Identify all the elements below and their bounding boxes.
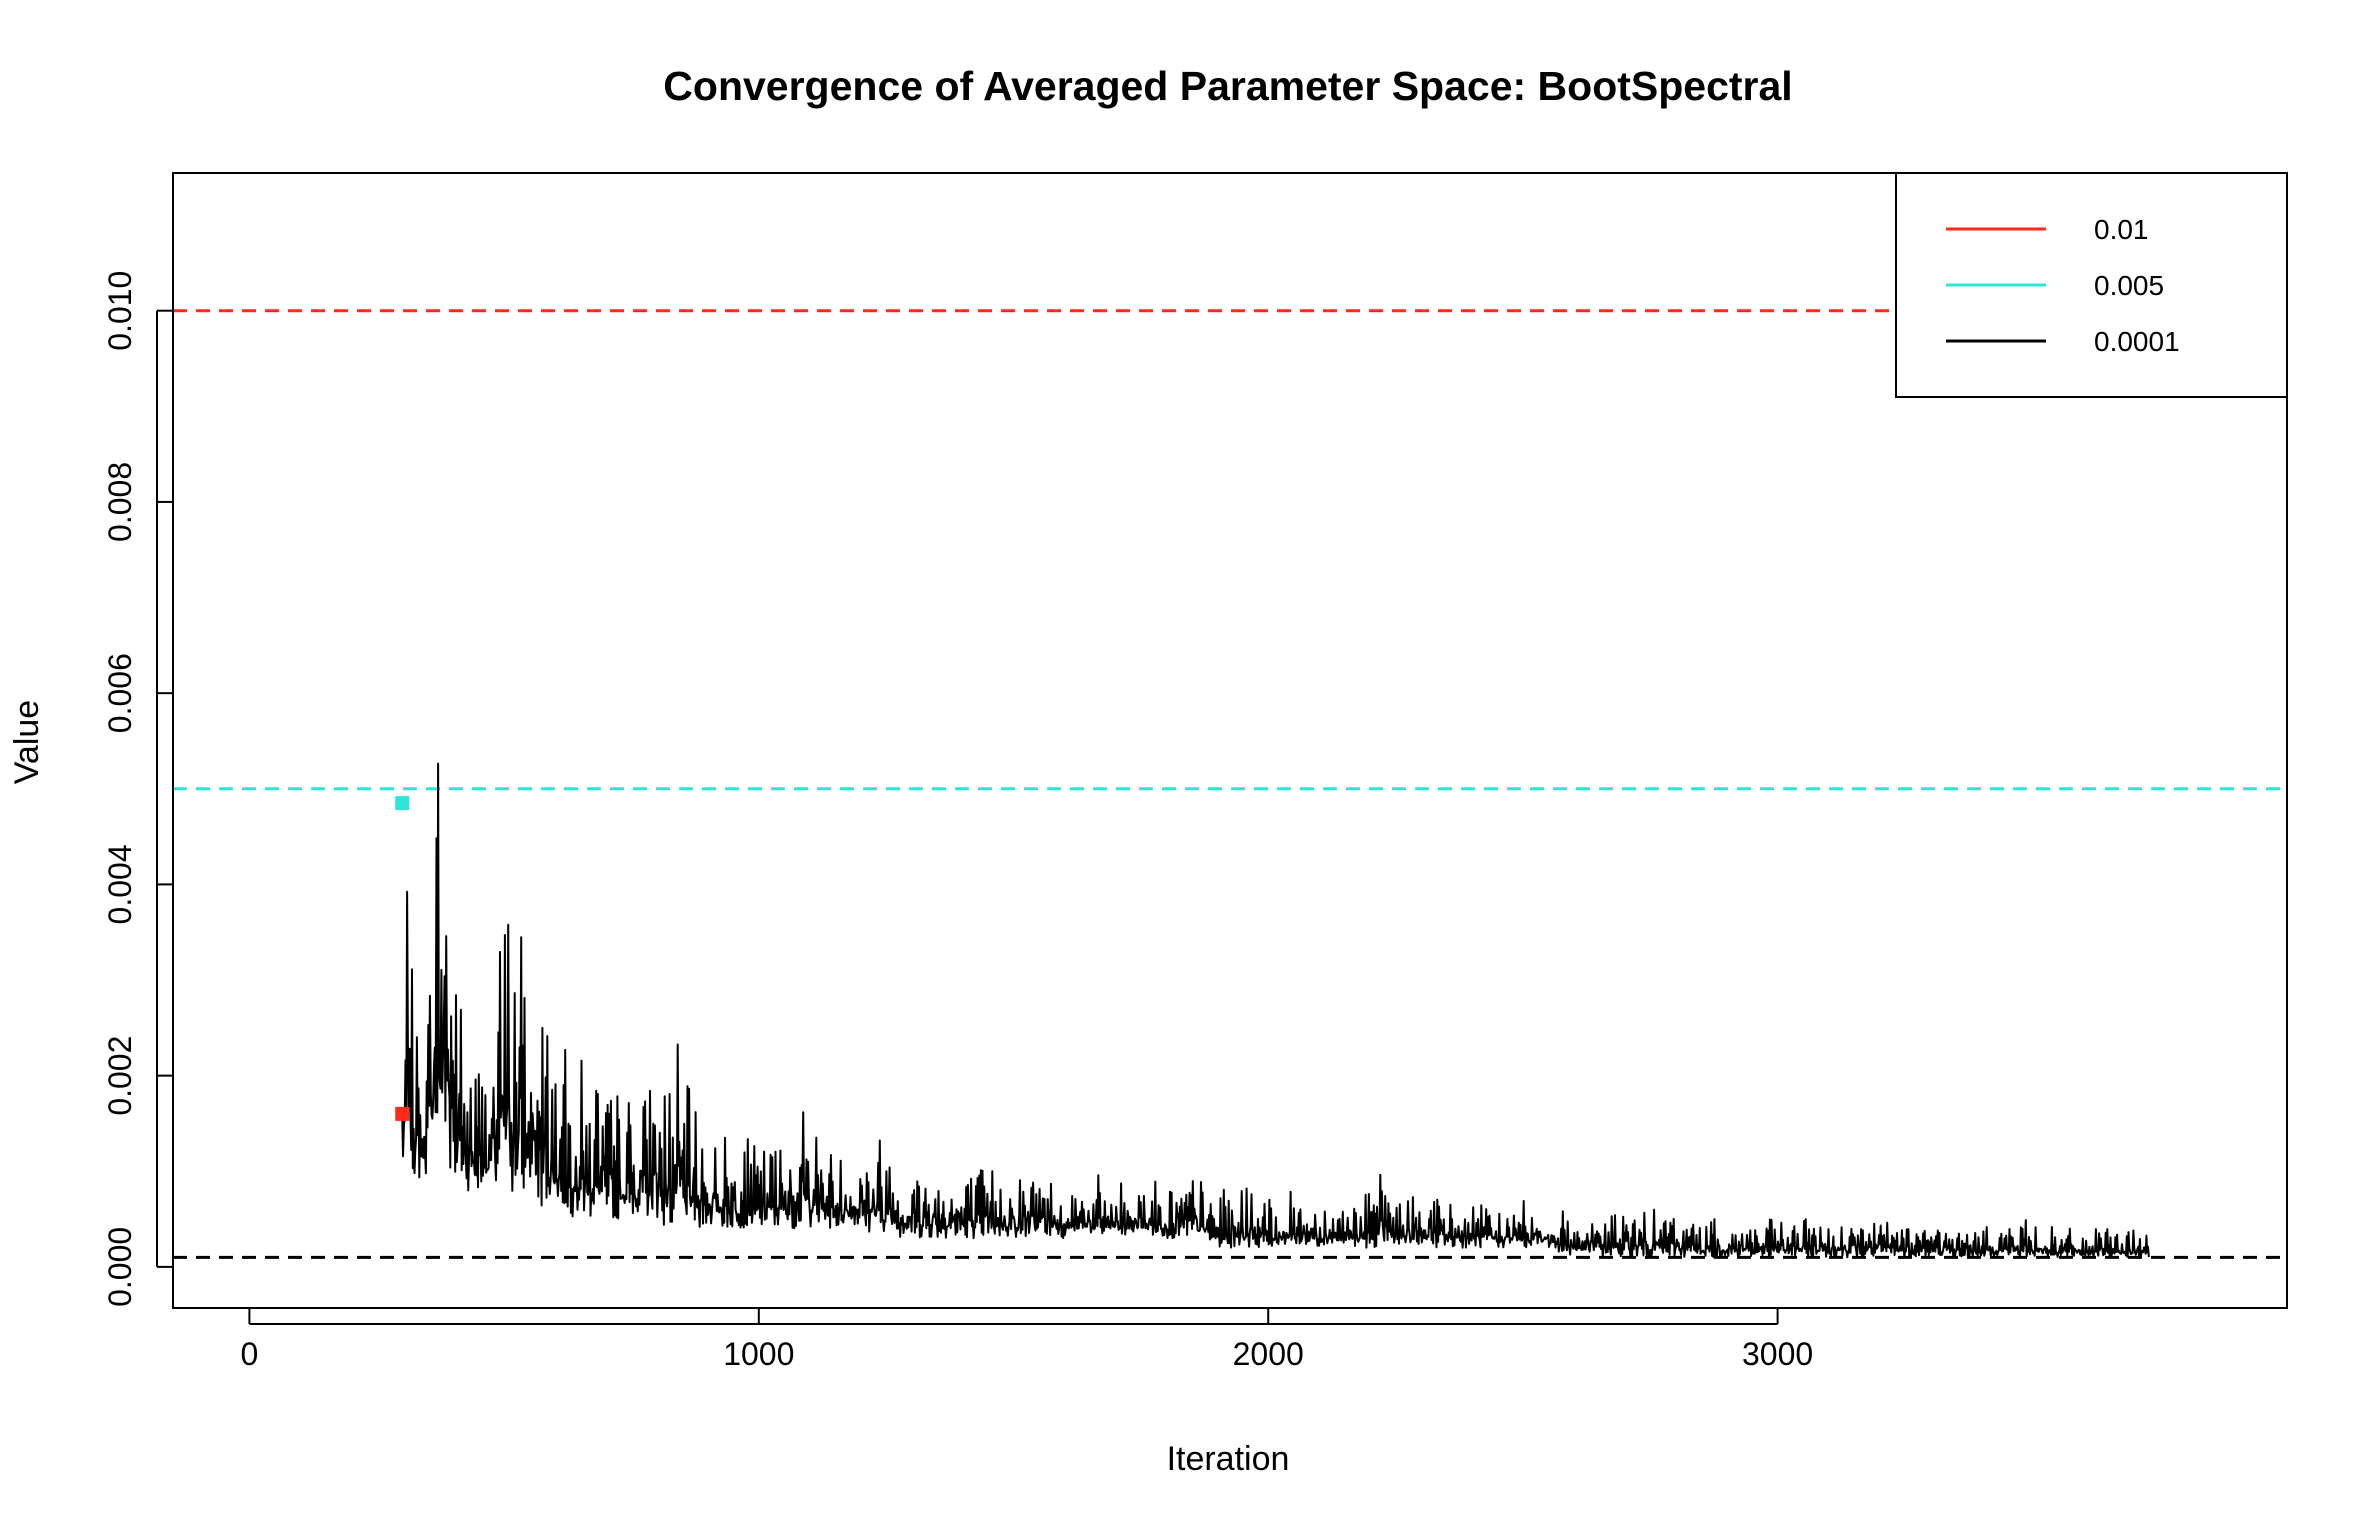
y-tick-label: 0.008 [102,462,138,542]
series-line-0 [401,762,2150,1259]
x-tick-label: 2000 [1233,1336,1304,1372]
legend-label-0.005: 0.005 [2094,270,2164,301]
marker-point-0 [395,796,410,811]
legend: 0.01 0.005 0.0001 [1895,172,2288,398]
y-tick-label: 0.010 [102,271,138,351]
y-tick-label: 0.006 [102,653,138,733]
x-tick-label: 1000 [723,1336,794,1372]
marker-point-1 [395,1106,410,1121]
legend-label-0.0001: 0.0001 [2094,326,2180,357]
x-axis-label: Iteration [1167,1440,1290,1478]
plot-frame [172,172,2288,1309]
chart-title: Convergence of Averaged Parameter Space:… [663,63,1792,109]
x-tick-label: 3000 [1742,1336,1813,1372]
legend-label-0.01: 0.01 [2094,214,2149,245]
y-tick-label: 0.002 [102,1036,138,1116]
axes: 0 1000 2000 3000 0.000 0.002 0.004 0.006 0.008 0.… [102,172,2288,1372]
y-tick-label: 0.000 [102,1227,138,1307]
y-axis-label: Value [8,700,46,784]
y-tick-label: 0.004 [102,844,138,924]
x-tick-label: 0 [241,1336,259,1372]
